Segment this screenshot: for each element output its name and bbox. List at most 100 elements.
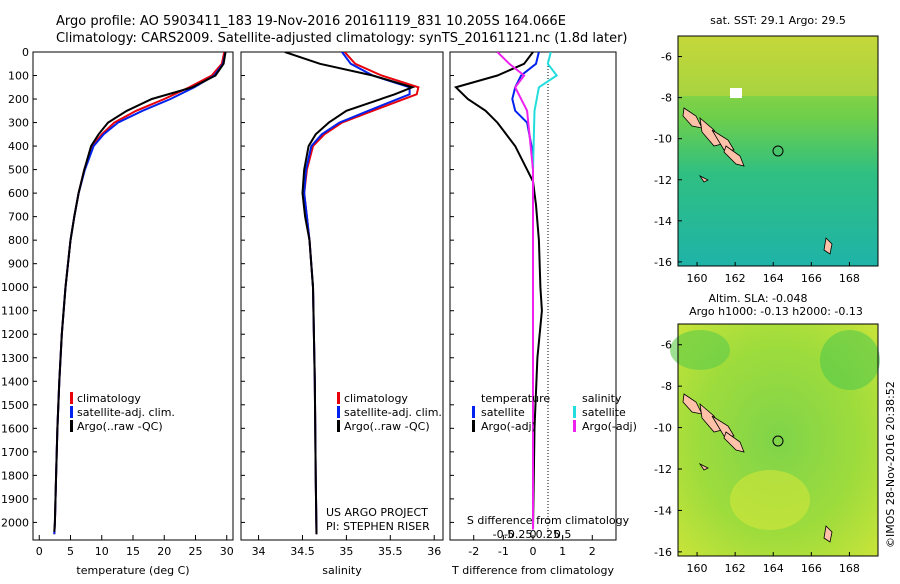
salinity-panel: 34 34.5 35 35.5 36 salinity climatology sate… xyxy=(240,51,444,577)
legend-swatch-climatology xyxy=(337,392,340,404)
legend-swatch-s-satellite xyxy=(573,406,576,418)
island-shape xyxy=(723,431,745,453)
depth-tick-label: 600 xyxy=(8,187,29,200)
series-line-temperature-argo-adj- xyxy=(453,52,543,530)
legend-swatch-t-argo xyxy=(472,420,475,432)
salinity-xlabel: salinity xyxy=(322,564,362,577)
sst-missing-patch xyxy=(730,88,742,98)
sst-islands xyxy=(682,107,833,255)
legend-swatch-s-argo xyxy=(573,420,576,432)
salinity-x-axis: 34 34.5 35 35.5 36 xyxy=(252,535,441,558)
legend-argo: Argo(..raw -QC) xyxy=(77,420,163,433)
x-tick-label: 36 xyxy=(427,545,441,558)
sst-warm-band xyxy=(678,36,878,96)
x-tick-label: -2 xyxy=(468,545,479,558)
depth-tick-label: 400 xyxy=(8,140,29,153)
difference-series xyxy=(453,52,559,530)
sst-map: sat. SST: 29.1 Argo: 29.5 160 162 164 166 16… xyxy=(654,14,879,285)
island-shape xyxy=(823,237,833,255)
difference-panel: -2 -1 0 1 2 T difference from climatology S … xyxy=(449,51,637,577)
legend-satellite: satellite-adj. clim. xyxy=(344,406,442,419)
series-line-salinity-satellite xyxy=(532,52,559,530)
lat-tick-label: -10 xyxy=(654,422,672,435)
x-tick-label: 2 xyxy=(589,545,596,558)
series-line-climatology xyxy=(303,52,420,535)
depth-tick-label: 1700 xyxy=(1,446,29,459)
depth-tick-label: 200 xyxy=(8,93,29,106)
series-line-argo-raw-qc- xyxy=(53,52,227,532)
lon-tick-label: 166 xyxy=(801,272,822,285)
x-tick-label: 1 xyxy=(559,545,566,558)
island-shape xyxy=(711,129,735,151)
depth-tick-label: 800 xyxy=(8,234,29,247)
lon-tick-label: 162 xyxy=(725,562,746,575)
legend-swatch-satellite xyxy=(337,406,340,418)
island-shape xyxy=(711,415,735,437)
depth-tick-label: 1400 xyxy=(1,375,29,388)
sla-islands xyxy=(682,393,833,543)
difference-legend: temperature satellite Argo(-adj) salinit… xyxy=(472,392,637,433)
temperature-x-axis: 0 5 10 15 20 25 30 xyxy=(36,535,234,558)
depth-tick-label: 300 xyxy=(8,117,29,130)
lat-tick-label: -12 xyxy=(654,463,672,476)
depth-tick-label: 1100 xyxy=(1,305,29,318)
s-diff-tick-label: -0.5 xyxy=(493,528,514,541)
temperature-xlabel: temperature (deg C) xyxy=(76,564,189,577)
x-tick-label: 30 xyxy=(220,545,234,558)
island-shape xyxy=(699,403,723,433)
legend-s-argo: Argo(-adj) xyxy=(582,420,637,433)
legend-temperature-heading: temperature xyxy=(481,392,550,405)
island-shape xyxy=(682,393,703,415)
depth-tick-label: 1200 xyxy=(1,328,29,341)
s-diff-axis: -0.5-0.250 0.250.5 xyxy=(493,528,572,541)
x-tick-label: 35.5 xyxy=(378,545,403,558)
sla-map-title-1: Altim. SLA: -0.048 xyxy=(708,292,807,305)
title-line-1: Argo profile: AO 5903411_183 19-Nov-2016… xyxy=(56,14,566,29)
lat-tick-label: -8 xyxy=(661,92,672,105)
salinity-plot-frame xyxy=(240,51,444,541)
sla-map-title-2: Argo h1000: -0.13 h2000: -0.13 xyxy=(689,305,863,318)
sst-map-frame xyxy=(677,35,879,267)
x-tick-label: 35 xyxy=(339,545,353,558)
legend-salinity-heading: salinity xyxy=(582,392,622,405)
x-tick-label: -1 xyxy=(498,545,509,558)
lat-tick-label: -12 xyxy=(654,174,672,187)
sla-map: Altim. SLA: -0.048 Argo h1000: -0.13 h20… xyxy=(654,292,880,575)
series-line-satellite-adj-clim- xyxy=(303,52,411,535)
series-line-salinity-argo-adj- xyxy=(496,52,534,530)
lat-tick-label: -16 xyxy=(654,256,672,269)
legend-argo: Argo(..raw -QC) xyxy=(344,420,430,433)
sla-map-axes: 160 162 164 166 168 -6 -8 -10 -12 -14 -16 xyxy=(654,339,860,575)
island-shape xyxy=(823,525,833,543)
lat-tick-label: -16 xyxy=(654,546,672,559)
depth-tick-label: 500 xyxy=(8,164,29,177)
sst-map-axes: 160 162 164 166 168 -6 -8 -10 -12 -14 -16 xyxy=(654,51,860,285)
lat-tick-label: -8 xyxy=(661,380,672,393)
x-tick-label: 34.5 xyxy=(290,545,315,558)
argo-location-marker xyxy=(772,145,784,157)
lon-tick-label: 160 xyxy=(687,272,708,285)
island-shape xyxy=(698,174,709,183)
island-shape xyxy=(682,107,703,129)
sla-high-patch xyxy=(730,470,810,530)
legend-s-satellite: satellite xyxy=(582,406,626,419)
depth-tick-label: 900 xyxy=(8,258,29,271)
lon-tick-label: 166 xyxy=(801,562,822,575)
island-shape xyxy=(698,462,709,471)
legend-swatch-t-satellite xyxy=(472,406,475,418)
legend-climatology: climatology xyxy=(77,392,141,405)
legend-swatch-argo xyxy=(70,420,73,432)
lon-tick-label: 162 xyxy=(725,272,746,285)
sst-map-title: sat. SST: 29.1 Argo: 29.5 xyxy=(710,14,846,27)
x-tick-label: 5 xyxy=(67,545,74,558)
depth-tick-label: 1600 xyxy=(1,422,29,435)
sla-low-patch xyxy=(670,330,730,370)
depth-tick-label: 0 xyxy=(22,46,29,59)
pi-annotation: PI: STEPHEN RISER xyxy=(326,520,430,533)
lat-tick-label: -14 xyxy=(654,215,672,228)
lon-tick-label: 164 xyxy=(763,562,784,575)
depth-tick-label: 2000 xyxy=(1,516,29,529)
project-annotation: US ARGO PROJECT xyxy=(326,506,428,519)
imos-stamp: ©IMOS 28-Nov-2016 20:38:52 xyxy=(884,381,897,548)
